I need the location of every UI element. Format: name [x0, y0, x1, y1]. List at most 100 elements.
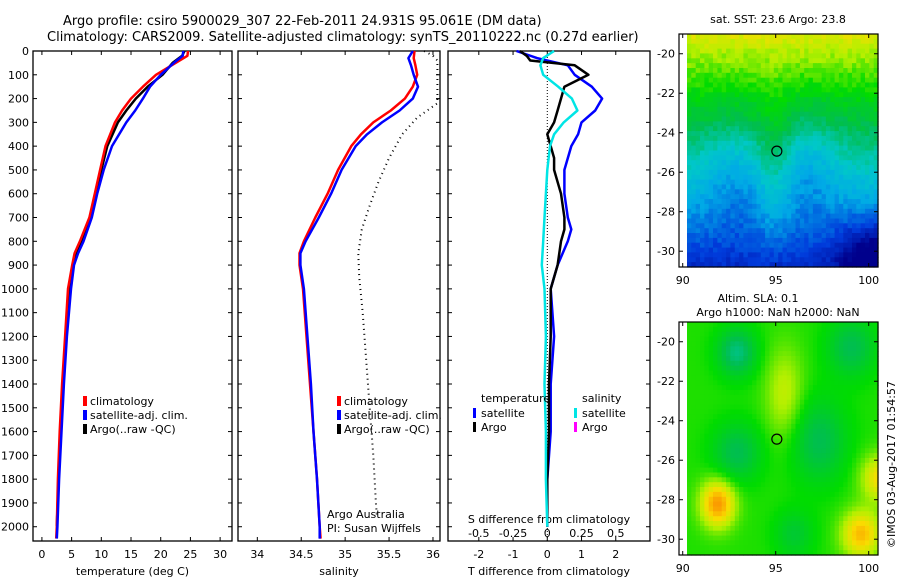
- map-cell: [717, 525, 723, 532]
- map-cell: [743, 38, 749, 45]
- map-cell: [825, 199, 831, 205]
- map-cell: [700, 34, 705, 40]
- map-cell: [873, 390, 879, 396]
- map-cell: [717, 496, 723, 503]
- map-cell: [734, 72, 740, 79]
- map-cell: [869, 77, 875, 84]
- map-cell: [760, 482, 766, 488]
- map-cell: [795, 467, 801, 474]
- map-cell: [730, 228, 736, 234]
- argo-position-marker: [771, 145, 783, 157]
- map-cell: [799, 242, 805, 249]
- map-cell: [795, 404, 801, 410]
- map-cell: [734, 530, 740, 537]
- map-cell: [830, 155, 836, 161]
- map-cell: [700, 126, 705, 132]
- map-cell: [756, 72, 762, 79]
- map-cell: [852, 203, 857, 210]
- map-cell: [799, 356, 805, 362]
- map-cell: [847, 414, 853, 420]
- map-cell: [799, 462, 805, 469]
- map-cell: [752, 506, 757, 512]
- map-cell: [713, 326, 718, 333]
- map-cell: [704, 540, 710, 546]
- map-cell: [865, 438, 870, 444]
- map-cell: [721, 346, 727, 352]
- map-cell: [695, 365, 701, 372]
- map-cell: [743, 380, 749, 386]
- map-cell: [760, 390, 766, 396]
- map-cell: [704, 501, 710, 508]
- map-cell: [695, 165, 701, 171]
- map-cell: [747, 82, 753, 88]
- figure-title-line2: Climatology: CARS2009. Satellite-adjuste…: [47, 30, 639, 45]
- map-cell: [739, 208, 744, 215]
- map-cell: [856, 428, 862, 435]
- map-cell: [708, 491, 714, 498]
- map-cell: [856, 409, 862, 415]
- map-cell: [812, 179, 818, 186]
- map-cell: [747, 331, 753, 338]
- map-cell: [860, 199, 866, 205]
- map-cell: [834, 111, 840, 118]
- map-cell: [799, 341, 805, 347]
- map-cell: [873, 155, 879, 161]
- map-cell: [825, 247, 831, 254]
- map-cell: [834, 82, 840, 88]
- map-cell: [834, 262, 840, 268]
- map-cell: [791, 194, 797, 200]
- map-cell: [743, 34, 749, 40]
- map-cell: [830, 336, 836, 343]
- map-cell: [695, 194, 701, 200]
- map-cell: [838, 390, 844, 396]
- map-cell: [778, 390, 784, 396]
- map-cell: [825, 491, 831, 498]
- map-cell: [873, 331, 879, 338]
- map-cell: [734, 208, 740, 215]
- map-cell: [687, 375, 692, 381]
- map-cell: [812, 360, 818, 367]
- map-cell: [752, 116, 757, 122]
- map-cell: [843, 375, 849, 381]
- map-cell: [691, 131, 697, 137]
- map-cell: [830, 126, 836, 132]
- map-cell: [869, 482, 875, 488]
- map-cell: [721, 208, 727, 215]
- map-cell: [873, 203, 879, 210]
- map-cell: [860, 472, 866, 478]
- map-cell: [791, 155, 797, 161]
- map-cell: [782, 351, 788, 357]
- map-cell: [856, 203, 862, 210]
- map-cell: [869, 487, 875, 493]
- map-cell: [760, 131, 766, 137]
- map-cell: [756, 87, 762, 93]
- map-cell: [830, 53, 836, 59]
- map-cell: [825, 106, 831, 113]
- map-cell: [865, 174, 870, 181]
- map-cell: [739, 467, 744, 474]
- map-cell: [691, 72, 697, 79]
- map-cell: [760, 438, 766, 444]
- map-cell: [869, 68, 875, 74]
- map-cell: [860, 184, 866, 190]
- map-cell: [825, 525, 831, 532]
- map-cell: [821, 237, 827, 244]
- map-cell: [743, 179, 749, 186]
- map-cell: [847, 390, 853, 396]
- map-cell: [739, 535, 744, 542]
- map-cell: [865, 194, 870, 200]
- map-cell: [812, 399, 818, 406]
- map-cell: [734, 77, 740, 84]
- map-cell: [708, 521, 714, 527]
- map-cell: [717, 414, 723, 420]
- map-cell: [691, 399, 697, 406]
- map-cell: [721, 448, 727, 454]
- map-cell: [691, 423, 697, 430]
- map-cell: [717, 467, 723, 474]
- map-cell: [778, 448, 784, 454]
- map-cell: [778, 457, 784, 464]
- map-cell: [713, 58, 718, 64]
- map-cell: [825, 87, 831, 93]
- map-cell: [778, 414, 784, 420]
- map-cell: [739, 233, 744, 239]
